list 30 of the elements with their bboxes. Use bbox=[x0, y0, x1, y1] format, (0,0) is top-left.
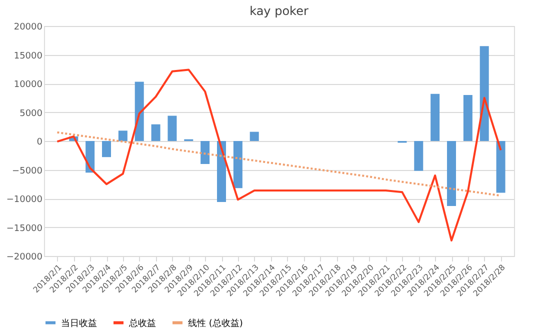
bar bbox=[134, 82, 144, 141]
bar bbox=[200, 141, 210, 164]
bar bbox=[414, 141, 424, 171]
y-tick-label: 0 bbox=[36, 138, 43, 148]
y-tick-label: 5000 bbox=[20, 108, 43, 119]
bar bbox=[463, 95, 472, 141]
bar bbox=[250, 132, 259, 141]
legend-label: 线性 (总收益) bbox=[188, 318, 243, 329]
y-tick-label: −5000 bbox=[12, 166, 43, 176]
bar bbox=[430, 94, 440, 141]
bar bbox=[151, 124, 160, 141]
y-tick-label: 20000 bbox=[14, 22, 43, 32]
bar bbox=[118, 130, 128, 141]
bar bbox=[233, 141, 242, 188]
bar bbox=[447, 141, 456, 206]
bar bbox=[217, 141, 226, 202]
y-tick-label: 10000 bbox=[14, 80, 43, 90]
y-tick-label: −15000 bbox=[6, 224, 43, 234]
legend-label: 总收益 bbox=[128, 318, 156, 329]
y-tick-label: −10000 bbox=[6, 195, 43, 205]
bar bbox=[480, 46, 489, 141]
y-tick-label: 15000 bbox=[14, 51, 43, 62]
bar bbox=[168, 116, 177, 141]
line-series bbox=[56, 68, 502, 242]
bar bbox=[496, 141, 506, 193]
legend-label: 当日收益 bbox=[61, 318, 97, 329]
y-tick-label: −20000 bbox=[6, 252, 43, 262]
line-series bbox=[56, 131, 502, 197]
chart-title: kay poker bbox=[250, 4, 308, 18]
bar bbox=[102, 141, 111, 158]
